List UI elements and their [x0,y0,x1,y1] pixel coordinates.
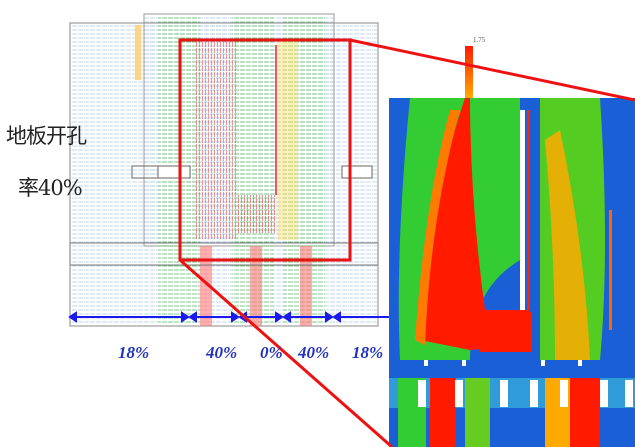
zone-label-right-outer: 18% [352,343,384,362]
zone-dimension-arrows [68,311,390,323]
zone-label-right-inner: 40% [298,343,330,362]
contour-inset [389,98,635,447]
zoom-highlight [178,38,635,447]
zone-label-left-outer: 18% [118,343,150,362]
caption-line-2: 率40% [18,176,83,200]
zone-label-left-inner: 40% [206,343,238,362]
zone-label-center: 0% [260,343,283,362]
vector-field-overview [69,13,379,327]
legend-max-label: 1.75 [473,36,486,44]
velocity-legend-bar [465,46,473,100]
caption-line-1: 地板开孔 [6,124,87,148]
